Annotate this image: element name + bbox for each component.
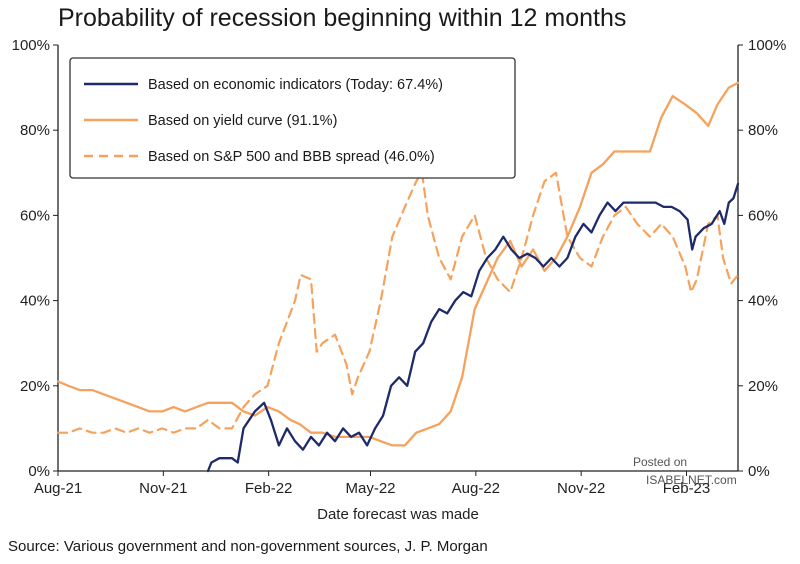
x-tick-label: Feb-23: [663, 480, 711, 497]
series-lines-group: [56, 81, 740, 473]
legend-box: [69, 57, 516, 179]
y-tick-label-right: 80%: [748, 122, 778, 139]
x-tick-label: Nov-21: [139, 480, 187, 497]
legend-item-sp500-bbb-spread-label: Based on S&P 500 and BBB spread (46.0%): [148, 149, 435, 165]
series-line-sp500-bbb-spread: [56, 171, 740, 434]
watermark-line2: ISABELNET.com: [646, 473, 737, 487]
y-tick-label-right: 60%: [748, 207, 778, 224]
series-line-economic-indicators: [206, 182, 740, 473]
axes-group: 0% 0% 20% 20% 40% 40% 60% 60% 80% 80% 100% 100% Aug-…: [12, 37, 787, 523]
y-tick-label-left: 20%: [20, 378, 50, 395]
y-tick-label-right: 100%: [748, 37, 786, 54]
y-tick-label-left: 40%: [20, 293, 50, 310]
y-tick-label-right: 0%: [748, 463, 770, 480]
x-tick-label: Feb-22: [245, 480, 293, 497]
x-tick-label: Nov-22: [557, 480, 605, 497]
watermark-line1: Posted on: [633, 455, 687, 469]
legend-item-yield-curve-label: Based on yield curve (91.1%): [148, 113, 337, 129]
y-tick-label-right: 20%: [748, 378, 778, 395]
y-tick-label-left: 80%: [20, 122, 50, 139]
series-line-yield-curve: [56, 81, 740, 447]
x-tick-label: Aug-21: [34, 480, 82, 497]
source-note: Source: Various government and non-gover…: [8, 538, 488, 555]
legend: Based on economic indicators (Today: 67.…: [69, 57, 516, 179]
y-tick-label-left: 60%: [20, 207, 50, 224]
y-tick-label-left: 100%: [12, 37, 50, 54]
y-tick-label-left: 0%: [28, 463, 50, 480]
legend-item-economic-indicators-label: Based on economic indicators (Today: 67.…: [148, 77, 443, 93]
watermark: Posted on ISABELNET.com: [633, 455, 737, 487]
chart-title: Probability of recession beginning withi…: [58, 4, 627, 32]
x-tick-label: May-22: [346, 480, 396, 497]
x-axis-title: Date forecast was made: [317, 506, 479, 523]
y-tick-label-right: 40%: [748, 293, 778, 310]
x-tick-label: Aug-22: [452, 480, 500, 497]
